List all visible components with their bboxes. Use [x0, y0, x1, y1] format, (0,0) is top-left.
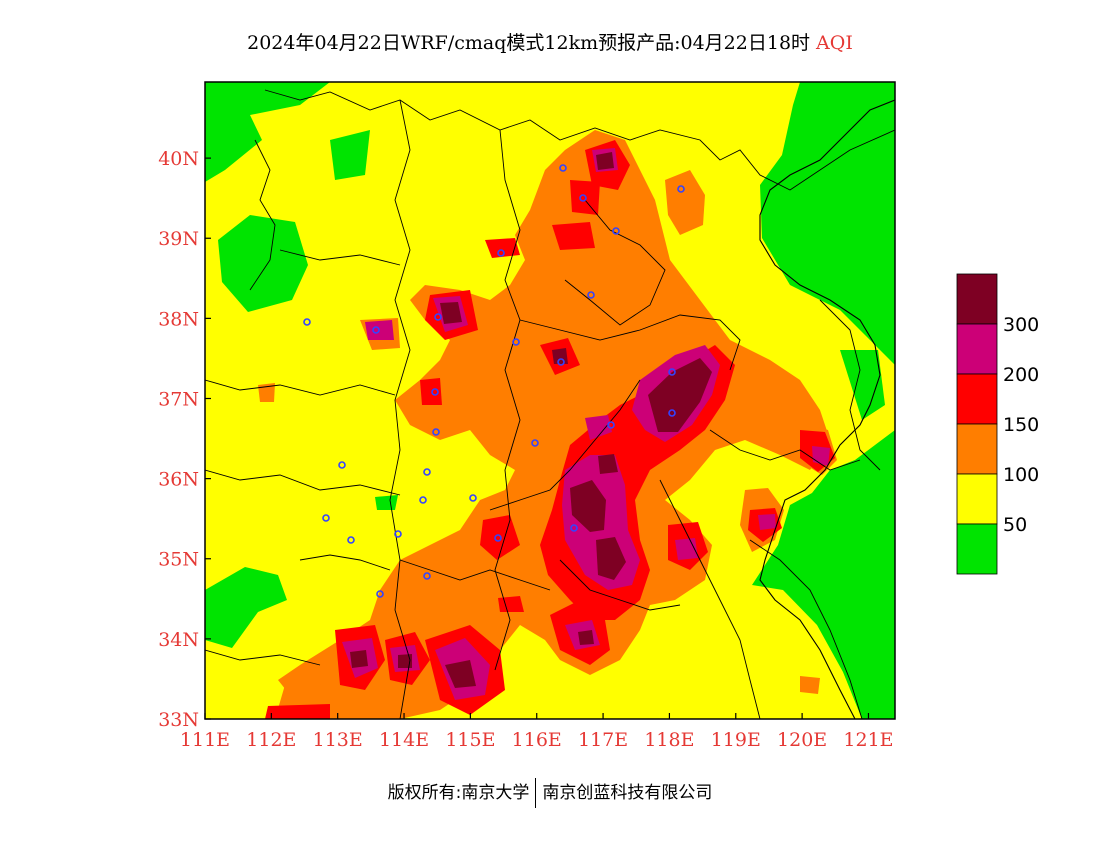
- city-marker: [607, 421, 615, 429]
- x-tick-label: 115E: [445, 729, 495, 751]
- y-tick-label: 36N: [158, 469, 199, 491]
- aqi-field: [205, 82, 895, 719]
- x-tick-label: 114E: [379, 729, 429, 751]
- legend-label: 50: [1003, 514, 1027, 536]
- x-tick-label: 113E: [313, 729, 363, 751]
- legend-label: 300: [1003, 314, 1039, 336]
- city-marker: [677, 185, 685, 193]
- legend-swatch: [956, 323, 998, 375]
- y-tick-label: 33N: [158, 709, 199, 731]
- city-marker: [372, 326, 380, 334]
- city-marker: [557, 358, 565, 366]
- admin-boundaries: [205, 89, 895, 719]
- y-tick-label: 39N: [158, 228, 199, 250]
- city-markers: [303, 164, 685, 598]
- y-tick-label: 34N: [158, 629, 199, 651]
- city-marker: [668, 368, 676, 376]
- x-tick-label: 119E: [711, 729, 761, 751]
- legend: 300 200 150 100 50: [956, 273, 1039, 575]
- city-marker: [432, 428, 440, 436]
- city-marker: [497, 249, 505, 257]
- legend-label: 150: [1003, 414, 1039, 436]
- city-marker: [338, 461, 346, 469]
- legend-swatch: [956, 273, 998, 325]
- city-marker: [431, 388, 439, 396]
- aqi-hazardous-areas: [350, 152, 712, 688]
- aqi-good-areas: [205, 82, 895, 719]
- city-marker: [322, 514, 330, 522]
- footer-divider: [535, 778, 537, 808]
- city-marker: [303, 318, 311, 326]
- city-marker: [494, 534, 502, 542]
- x-tick-label: 120E: [777, 729, 827, 751]
- y-tick-label: 35N: [158, 549, 199, 571]
- city-marker: [570, 524, 578, 532]
- city-marker: [423, 468, 431, 476]
- coastline: [759, 99, 895, 719]
- footer: 版权所有:南京大学 南京创蓝科技有限公司: [0, 778, 1100, 808]
- legend-label: 200: [1003, 364, 1039, 386]
- city-marker: [587, 291, 595, 299]
- x-axis: 111E 112E 113E 114E 115E 116E 117E 118E 119E 120E…: [180, 713, 894, 751]
- y-tick-label: 40N: [158, 148, 199, 170]
- city-marker: [579, 194, 587, 202]
- y-axis: 33N 34N 35N 36N 37N 38N 39N 40N: [158, 148, 211, 731]
- legend-swatch: [956, 423, 998, 475]
- legend-swatch: [956, 523, 998, 575]
- city-marker: [612, 227, 620, 235]
- map-title: 2024年04月22日WRF/cmaq模式12km预报产品:04月22日18时 A…: [0, 28, 1100, 55]
- legend-label: 100: [1003, 464, 1039, 486]
- city-marker: [394, 530, 402, 538]
- map-frame: [204, 81, 896, 720]
- x-tick-label: 118E: [644, 729, 694, 751]
- legend-swatch: [956, 473, 998, 525]
- city-marker: [559, 164, 567, 172]
- city-marker: [668, 409, 676, 417]
- y-tick-label: 38N: [158, 308, 199, 330]
- copyright-text: 版权所有:南京大学: [387, 783, 530, 803]
- x-tick-label: 116E: [512, 729, 562, 751]
- title-main: 2024年04月22日WRF/cmaq模式12km预报产品:04月22日18时: [247, 32, 811, 54]
- city-marker: [434, 313, 442, 321]
- city-marker: [531, 439, 539, 447]
- city-marker: [419, 496, 427, 504]
- city-marker: [512, 338, 520, 346]
- city-marker: [347, 536, 355, 544]
- city-marker: [423, 572, 431, 580]
- x-tick-label: 112E: [246, 729, 296, 751]
- x-tick-label: 121E: [843, 729, 893, 751]
- legend-swatch: [956, 373, 998, 425]
- x-tick-label: 111E: [180, 729, 230, 751]
- title-variable: AQI: [816, 32, 853, 54]
- company-text: 南京创蓝科技有限公司: [542, 783, 713, 803]
- city-marker: [376, 590, 384, 598]
- city-marker: [469, 494, 477, 502]
- x-tick-label: 117E: [578, 729, 628, 751]
- y-tick-label: 37N: [158, 388, 199, 410]
